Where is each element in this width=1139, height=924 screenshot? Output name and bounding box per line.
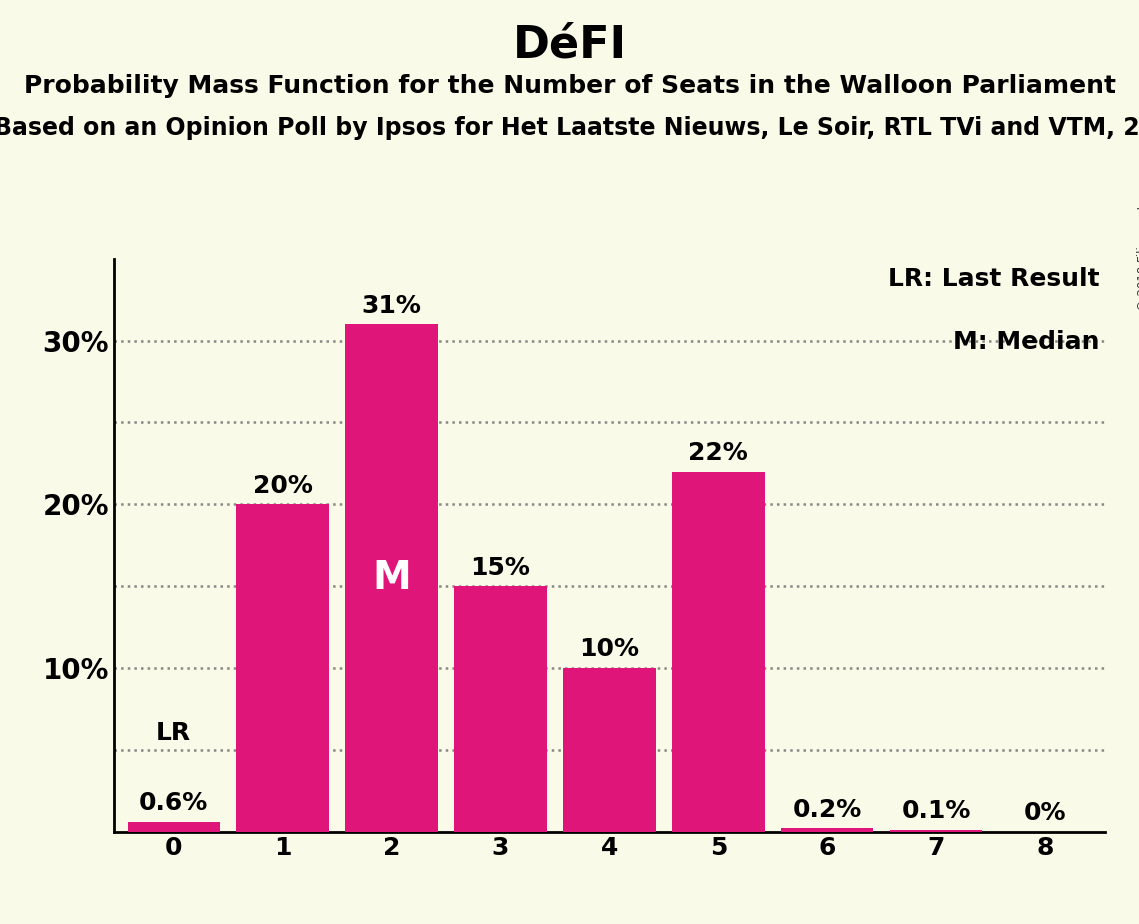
Text: 15%: 15% xyxy=(470,555,531,579)
Text: 20%: 20% xyxy=(253,474,312,498)
Text: Probability Mass Function for the Number of Seats in the Walloon Parliament: Probability Mass Function for the Number… xyxy=(24,74,1115,98)
Text: M: Median: M: Median xyxy=(953,331,1100,354)
Bar xyxy=(237,505,329,832)
Bar xyxy=(563,668,656,832)
Text: 0.6%: 0.6% xyxy=(139,791,208,815)
Text: Based on an Opinion Poll by Ipsos for Het Laatste Nieuws, Le Soir, RTL TVi and V: Based on an Opinion Poll by Ipsos for He… xyxy=(0,116,1139,140)
Text: LR: LR xyxy=(156,721,191,745)
Text: 0.1%: 0.1% xyxy=(901,799,970,823)
Bar xyxy=(345,324,437,832)
Text: LR: Last Result: LR: Last Result xyxy=(888,267,1100,291)
Text: 0%: 0% xyxy=(1024,801,1066,825)
Bar xyxy=(672,471,764,832)
Bar xyxy=(781,828,874,832)
Text: DéFI: DéFI xyxy=(513,23,626,67)
Text: M: M xyxy=(372,559,411,597)
Bar xyxy=(890,830,982,832)
Text: 0.2%: 0.2% xyxy=(793,797,862,821)
Text: 10%: 10% xyxy=(580,638,639,662)
Text: 31%: 31% xyxy=(362,294,421,318)
Text: © 2018 Filip van Laenen: © 2018 Filip van Laenen xyxy=(1137,166,1139,311)
Bar xyxy=(454,586,547,832)
Bar xyxy=(128,821,220,832)
Text: 22%: 22% xyxy=(688,441,748,465)
